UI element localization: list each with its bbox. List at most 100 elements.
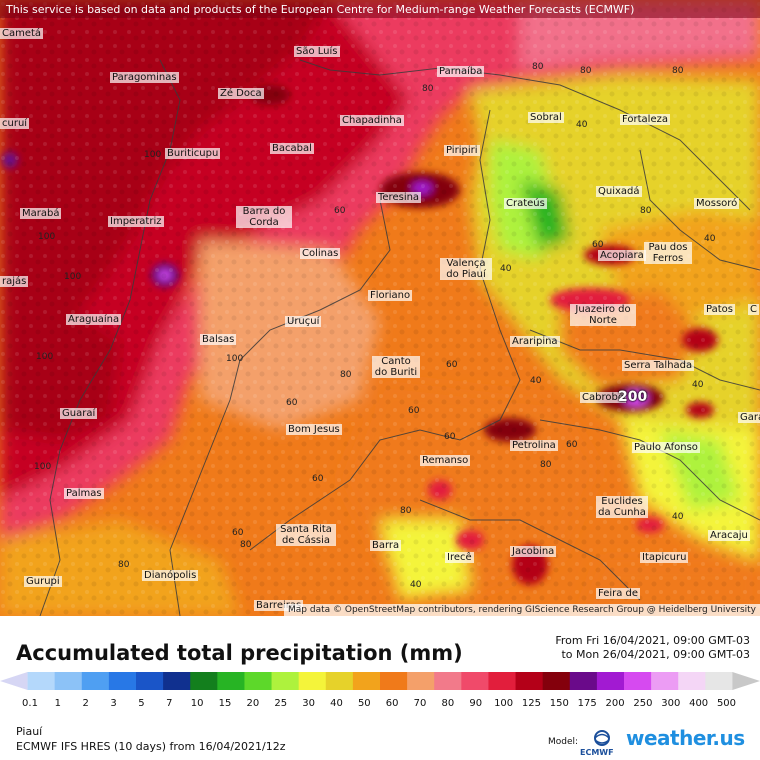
scale-swatch bbox=[352, 672, 381, 690]
city-irece: Irecê bbox=[445, 552, 474, 563]
max-value-label: 200 bbox=[618, 389, 648, 405]
city-fortaleza: Fortaleza bbox=[620, 114, 670, 125]
city-barreiras: Barreiras bbox=[254, 600, 304, 611]
city-feira: Feira de bbox=[596, 588, 641, 599]
scale-swatch bbox=[542, 672, 571, 690]
scale-swatch bbox=[108, 672, 137, 690]
scale-label: 50 bbox=[357, 698, 371, 709]
contour-label: 60 bbox=[232, 528, 244, 538]
scale-swatch bbox=[488, 672, 517, 690]
scale-label: 200 bbox=[605, 698, 625, 709]
scale-label: 1 bbox=[54, 698, 62, 709]
city-palmas: Palmas bbox=[64, 488, 104, 499]
date-range: From Fri 16/04/2021, 09:00 GMT-03 to Mon… bbox=[555, 634, 750, 662]
city-urucui: Uruçuí bbox=[285, 316, 322, 327]
scale-label: 3 bbox=[110, 698, 117, 709]
contour-label: 40 bbox=[672, 512, 684, 522]
date-to: to Mon 26/04/2021, 09:00 GMT-03 bbox=[561, 648, 750, 661]
city-balsas: Balsas bbox=[200, 334, 237, 345]
city-serra-talhada: Serra Talhada bbox=[622, 360, 695, 371]
city-chapadinha: Chapadinha bbox=[340, 115, 404, 126]
scale-swatch bbox=[461, 672, 489, 690]
scale-label: 5 bbox=[138, 698, 145, 709]
city-paragominas: Paragominas bbox=[110, 72, 179, 83]
scale-label: 300 bbox=[661, 698, 681, 709]
scale-label: 100 bbox=[494, 698, 514, 709]
city-gara: Gara bbox=[738, 412, 760, 423]
scale-swatch bbox=[407, 672, 435, 690]
contour-label: 80 bbox=[672, 66, 684, 76]
contour-label: 80 bbox=[400, 506, 412, 516]
scale-swatch bbox=[380, 672, 408, 690]
contour-label: 100 bbox=[144, 150, 162, 160]
city-buriticupu: Buriticupu bbox=[165, 148, 221, 159]
scale-swatch bbox=[217, 672, 245, 690]
scale-label: 150 bbox=[549, 698, 569, 709]
city-maraba: Marabá bbox=[20, 208, 62, 219]
contour-label: 40 bbox=[410, 580, 422, 590]
scale-label: 70 bbox=[413, 698, 427, 709]
contour-label: 60 bbox=[446, 360, 458, 370]
city-piripiri: Piripiri bbox=[444, 145, 480, 156]
city-imperatriz: Imperatriz bbox=[108, 216, 164, 227]
scale-label: 250 bbox=[633, 698, 653, 709]
scale-label: 0.1 bbox=[22, 698, 38, 709]
contour-label: 100 bbox=[64, 272, 82, 282]
city-crateus: Crateús bbox=[504, 198, 547, 209]
scale-swatch bbox=[705, 672, 733, 690]
scale-label: 60 bbox=[385, 698, 399, 709]
scale-swatch bbox=[596, 672, 625, 690]
city-canto-do-buriti: Canto do Buriti bbox=[372, 356, 420, 378]
contour-label: 60 bbox=[408, 406, 420, 416]
city-parnaiba: Parnaíba bbox=[437, 66, 485, 77]
contour-label: 100 bbox=[38, 232, 56, 242]
city-floriano: Floriano bbox=[368, 290, 413, 301]
city-edge-fragment: C bbox=[748, 304, 759, 315]
legend-panel: Accumulated total precipitation (mm) Fro… bbox=[0, 616, 760, 760]
city-guarai: Guaraí bbox=[60, 408, 98, 419]
banner-text: This service is based on data and produc… bbox=[6, 3, 635, 16]
city-carajas: rajás bbox=[0, 276, 29, 287]
contour-label: 40 bbox=[500, 264, 512, 274]
contour-label: 60 bbox=[286, 398, 298, 408]
scale-swatch bbox=[624, 672, 652, 690]
city-jacobina: Jacobina bbox=[510, 546, 557, 557]
scale-swatch bbox=[651, 672, 679, 690]
contour-label: 100 bbox=[226, 354, 244, 364]
city-patos: Patos bbox=[704, 304, 735, 315]
ecmwf-banner: This service is based on data and produc… bbox=[0, 0, 760, 18]
city-colinas: Colinas bbox=[300, 248, 341, 259]
contour-label: 40 bbox=[692, 380, 704, 390]
city-remanso: Remanso bbox=[420, 455, 471, 466]
contour-label: 80 bbox=[640, 206, 652, 216]
scale-label: 90 bbox=[469, 698, 483, 709]
contour-label: 100 bbox=[34, 462, 52, 472]
contour-label: 60 bbox=[566, 440, 578, 450]
scale-label: 400 bbox=[689, 698, 709, 709]
city-juazeiro: Juazeiro do Norte bbox=[570, 304, 636, 326]
contour-label: 80 bbox=[422, 84, 434, 94]
region-name: Piauí bbox=[16, 725, 43, 738]
city-ze-doca: Zé Doca bbox=[218, 88, 264, 99]
contour-label: 60 bbox=[444, 432, 456, 442]
scale-label: 25 bbox=[274, 698, 288, 709]
contour-label: 80 bbox=[240, 540, 252, 550]
city-aracaju: Aracaju bbox=[708, 530, 750, 541]
scale-swatch bbox=[515, 672, 544, 690]
city-paulo-afonso: Paulo Afonso bbox=[632, 442, 700, 453]
contour-label: 60 bbox=[312, 474, 324, 484]
precipitation-map[interactable]: This service is based on data and produc… bbox=[0, 0, 760, 616]
contour-label: 100 bbox=[36, 352, 54, 362]
scale-swatch bbox=[732, 672, 760, 690]
map-attribution[interactable]: Map data © OpenStreetMap contributors, r… bbox=[284, 604, 760, 616]
scale-label: 10 bbox=[190, 698, 204, 709]
scale-swatch bbox=[434, 672, 462, 690]
city-itapicuru: Itapicuru bbox=[640, 552, 689, 563]
scale-label: 40 bbox=[330, 698, 343, 709]
scale-label: 125 bbox=[521, 698, 542, 709]
weather-us-logo[interactable]: weather.us bbox=[626, 726, 745, 750]
color-scale-bar bbox=[0, 672, 760, 690]
ecmwf-text: ECMWF bbox=[580, 748, 614, 757]
contour-label: 40 bbox=[704, 234, 716, 244]
contour-label: 60 bbox=[592, 240, 604, 250]
